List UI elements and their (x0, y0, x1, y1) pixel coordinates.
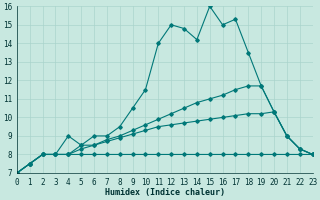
X-axis label: Humidex (Indice chaleur): Humidex (Indice chaleur) (105, 188, 225, 197)
